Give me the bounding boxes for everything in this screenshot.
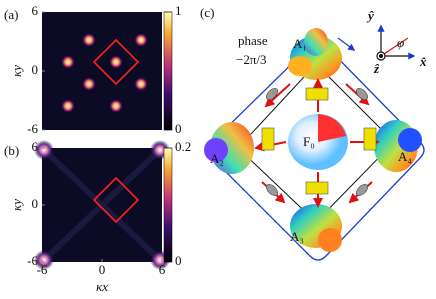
site-label: A₃	[290, 229, 304, 244]
colorbar-tick-label: 1	[175, 3, 182, 18]
site-label: A₁	[293, 36, 307, 51]
x-axis-label: κx	[96, 279, 108, 294]
panel-c	[204, 24, 425, 261]
colorbar	[163, 147, 173, 263]
x-tick-label: 6	[159, 262, 166, 277]
peaks	[61, 33, 148, 113]
axis-symbol: φ	[397, 35, 404, 50]
site-label: A₂	[210, 151, 224, 166]
site-label: F₀	[303, 134, 315, 149]
orbitals	[204, 28, 422, 252]
x-tick-label: -6	[37, 262, 48, 277]
colorbar-tick-label: 0	[175, 253, 182, 268]
y-tick-label: 0	[32, 196, 39, 211]
y-axis-label: κy	[9, 199, 24, 211]
springs	[265, 87, 369, 197]
panel-label: (b)	[4, 143, 19, 158]
colorbar	[163, 11, 173, 131]
panel-label: (c)	[200, 5, 214, 20]
axis-symbol: x̂	[419, 54, 427, 69]
y-tick-label: -6	[27, 121, 38, 136]
panel-a	[42, 11, 173, 131]
magnets	[261, 87, 377, 195]
brillouin-zone	[92, 176, 140, 224]
coordinate-axes	[376, 24, 416, 61]
site-label: A₄	[398, 149, 412, 164]
x-tick-label: 0	[99, 262, 106, 277]
y-tick-label: 6	[32, 139, 39, 154]
brillouin-zone	[92, 38, 140, 86]
y-tick-label: -6	[27, 253, 38, 268]
y-axis-label: κy	[9, 65, 24, 77]
y-tick-label: 6	[32, 3, 39, 18]
panel-label: (a)	[4, 7, 18, 22]
axis-symbol: ŷ	[366, 8, 374, 23]
y-tick-label: 0	[32, 62, 39, 77]
phase-label: phase	[238, 33, 268, 48]
colorbar-tick-label: 0	[175, 121, 182, 136]
panel-b	[34, 140, 173, 270]
axis-symbol: ẑ	[373, 61, 380, 76]
colorbar-tick-label: 0.2	[175, 139, 191, 154]
phase-value: −2π/3	[236, 52, 267, 67]
